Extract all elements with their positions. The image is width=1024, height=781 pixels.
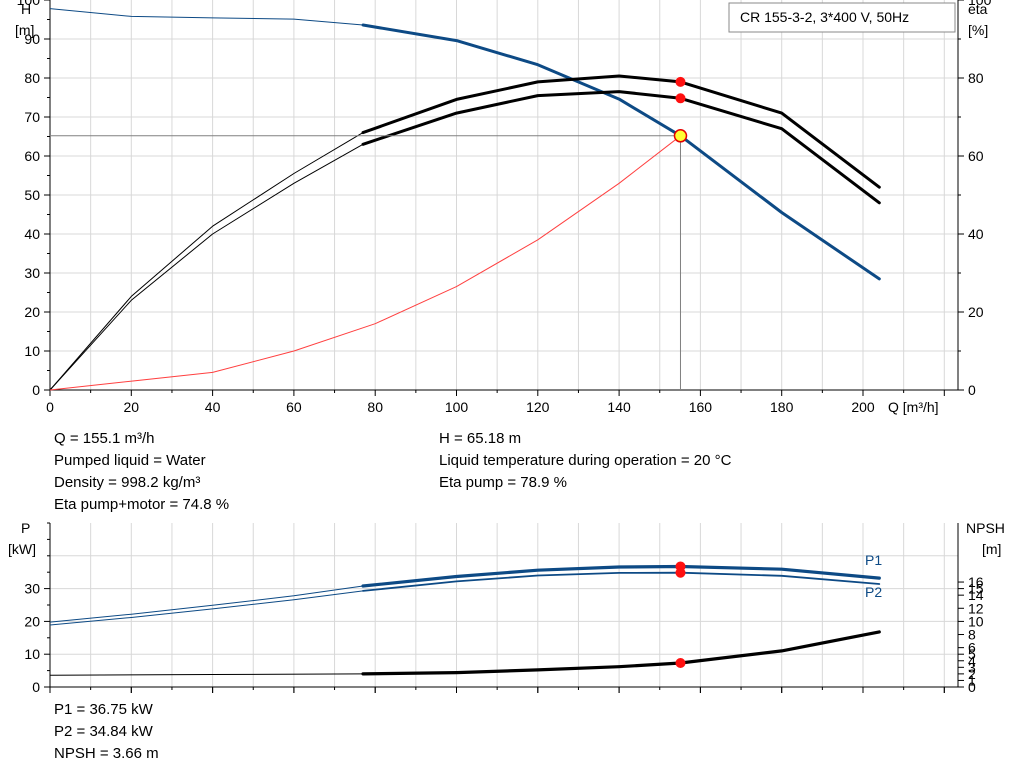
left-y-tick-label: 100 [17, 0, 41, 8]
right-y-tick-label: 20 [968, 304, 984, 320]
left-y-tick-label: 40 [24, 226, 40, 242]
left-y-tick-label: 10 [24, 646, 40, 662]
x-tick-label: 80 [367, 399, 383, 415]
right-y-tick-label: 2 [968, 666, 976, 682]
series-1-thick-segment [361, 74, 881, 189]
x-tick-label: 160 [689, 399, 713, 415]
x-tick-label: 40 [205, 399, 221, 415]
top-chart-axes: 0 20 40 60 80 100 120 140 160 180 2000102030405060… [17, 0, 992, 415]
x-tick-label: 100 [445, 399, 469, 415]
left-y-tick-label: 20 [24, 613, 40, 629]
duty-point-marker [673, 129, 688, 143]
series-1-thin-segment [49, 132, 364, 391]
right-y-tick-label: 5 [968, 646, 976, 662]
series-2-thick-segment [361, 90, 881, 205]
top-chart-grid [50, 0, 958, 390]
h-axis-label: H [21, 1, 31, 17]
q-axis-label: Q [m³/h] [888, 399, 939, 415]
eta-operating-marker [675, 76, 686, 87]
bottom-chart-grid [50, 523, 958, 687]
info-top-left: Q = 155.1 m³/h Pumped liquid = Water Den… [54, 428, 229, 516]
right-y-tick-label: 6 [968, 640, 976, 656]
info-liquid-temp: Liquid temperature during operation = 20… [439, 452, 732, 469]
series-2-thin-segment [49, 143, 364, 391]
x-tick-label: 120 [526, 399, 550, 415]
bottom-operating-markers [675, 561, 686, 668]
eta-operating-marker [675, 93, 686, 104]
x-tick-label: 140 [607, 399, 631, 415]
info-density: Density = 998.2 kg/m³ [54, 474, 201, 491]
right-y-tick-label: 8 [968, 627, 976, 643]
p2-series-label: P2 [865, 584, 882, 600]
info-eta-pump: Eta pump = 78.9 % [439, 474, 567, 491]
npsh-axis-label: NPSH [966, 520, 1005, 536]
right-y-tick-label: 4 [968, 653, 976, 669]
npsh-operating-marker [675, 657, 686, 668]
chart-title: CR 155-3-2, 3*400 V, 50Hz [740, 9, 909, 25]
right-y-tick-label: 0 [968, 382, 976, 398]
left-y-tick-label: 80 [24, 70, 40, 86]
h-axis-unit: [m] [15, 22, 34, 38]
info-pumped-liquid: Pumped liquid = Water [54, 452, 206, 469]
top-chart-series [49, 8, 881, 391]
left-y-tick-label: 20 [24, 304, 40, 320]
info-eta-pump-motor: Eta pump+motor = 74.8 % [54, 496, 230, 513]
left-y-tick-label: 30 [24, 581, 40, 597]
left-y-tick-label: 50 [24, 187, 40, 203]
p1-series-label: P1 [865, 552, 882, 568]
series-0-thick-segment [361, 23, 881, 281]
x-tick-label: 60 [286, 399, 302, 415]
right-y-tick-label: 0 [968, 679, 976, 695]
right-y-tick-label: 60 [968, 148, 984, 164]
left-y-tick-label: 30 [24, 265, 40, 281]
series-npsh-thin-segment [49, 673, 364, 676]
left-y-tick-label: 90 [24, 31, 40, 47]
info-h: H = 65.18 m [439, 430, 522, 447]
right-y-tick-label: 12 [968, 600, 984, 616]
right-y-tick-label: 10 [968, 613, 984, 629]
right-y-tick-label: 1 [968, 672, 976, 688]
info-npsh: NPSH = 3.66 m [54, 745, 159, 762]
bottom-chart-series [49, 564, 881, 676]
series-npsh-thick-segment [361, 630, 881, 676]
series-p1-thick-segment [361, 564, 881, 588]
info-p2: P2 = 34.84 kW [54, 723, 153, 740]
left-y-tick-label: 0 [32, 382, 40, 398]
power-operating-marker [675, 567, 686, 578]
operating-point-group [50, 76, 688, 390]
npsh-axis-unit: [m] [982, 541, 1001, 557]
right-y-tick-label: 40 [968, 226, 984, 242]
series-p1-thin-segment [49, 585, 364, 623]
right-y-tick-label: 100 [968, 0, 992, 8]
series-p2-thick-segment [362, 571, 881, 592]
series-3-thin-segment [49, 135, 681, 391]
left-y-tick-label: 70 [24, 109, 40, 125]
p-axis-unit: [kW] [8, 541, 36, 557]
title-box: CR 155-3-2, 3*400 V, 50Hz [728, 2, 956, 33]
x-tick-label: 0 [46, 399, 54, 415]
right-y-tick-label: 14 [968, 587, 984, 603]
series-0-thin-segment [49, 8, 364, 26]
info-q: Q = 155.1 m³/h [54, 430, 155, 447]
right-y-tick-label: 15 [968, 581, 984, 597]
left-y-tick-label: 0 [32, 679, 40, 695]
info-top-right: H = 65.18 m Liquid temperature during op… [439, 428, 731, 494]
series-p2-thin-segment [49, 590, 364, 626]
eta-axis-unit: [%] [968, 22, 988, 38]
info-p1: P1 = 36.75 kW [54, 701, 153, 718]
p-axis-label: P [21, 520, 30, 536]
right-y-tick-label: 80 [968, 70, 984, 86]
right-y-tick-label: 3 [968, 659, 976, 675]
left-y-tick-label: 60 [24, 148, 40, 164]
left-y-tick-label: 10 [24, 343, 40, 359]
eta-axis-label: eta [968, 1, 988, 17]
right-y-tick-label: 16 [968, 574, 984, 590]
info-bottom: P1 = 36.75 kW P2 = 34.84 kW NPSH = 3.66 … [54, 699, 159, 765]
x-tick-label: 180 [770, 399, 794, 415]
x-tick-label: 200 [851, 399, 875, 415]
x-tick-label: 20 [124, 399, 140, 415]
